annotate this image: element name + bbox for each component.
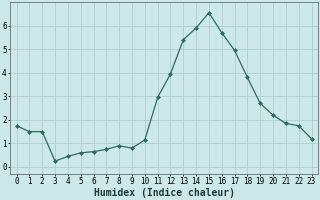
X-axis label: Humidex (Indice chaleur): Humidex (Indice chaleur) — [93, 188, 235, 198]
